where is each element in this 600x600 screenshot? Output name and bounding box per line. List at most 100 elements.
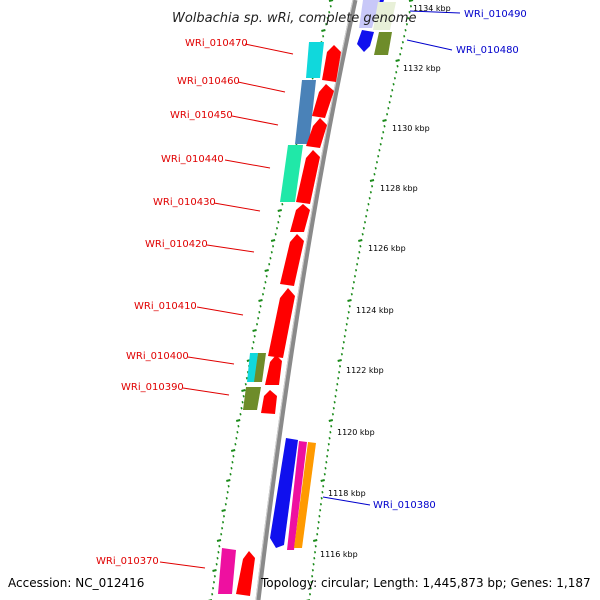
gene-feature[interactable]	[306, 42, 324, 78]
tick-mark	[369, 191, 372, 194]
genome-backbone-highlight	[255, 0, 354, 600]
gene-label[interactable]: WRi_010430	[153, 197, 216, 208]
gene-feature[interactable]	[254, 353, 266, 382]
gene-label[interactable]: WRi_010380	[373, 500, 436, 511]
tick-mark	[382, 119, 387, 122]
gene-feature[interactable]	[287, 441, 307, 550]
tick-mark	[385, 113, 389, 116]
tick-mark	[221, 509, 226, 512]
tick-mark	[234, 443, 237, 446]
tick-mark	[350, 293, 353, 296]
gene-feature[interactable]	[294, 442, 316, 548]
gene-feature[interactable]	[265, 355, 282, 385]
tick-mark	[220, 533, 223, 536]
tick-mark	[366, 209, 369, 212]
tick-mark	[391, 89, 394, 92]
gene-feature[interactable]	[261, 390, 277, 414]
gene-label[interactable]: WRi_010450	[170, 110, 233, 121]
tick-mark	[295, 143, 298, 146]
gene-feature[interactable]	[374, 32, 392, 55]
gene-label[interactable]: WRi_010420	[145, 239, 208, 250]
tick-mark	[230, 467, 233, 470]
tick-mark	[226, 479, 231, 482]
tick-mark	[401, 41, 404, 44]
gene-feature[interactable]	[268, 288, 295, 358]
gene-feature[interactable]	[359, 0, 380, 28]
tick-mark	[342, 341, 345, 344]
gene-feature[interactable]	[373, 2, 396, 30]
tick-mark	[370, 185, 374, 188]
tick-mark	[274, 233, 277, 236]
tick-mark	[268, 263, 271, 266]
gene-feature[interactable]	[295, 80, 316, 144]
gene-label[interactable]: WRi_010410	[134, 301, 197, 312]
gene-feature[interactable]	[280, 234, 304, 286]
tick-mark	[336, 383, 339, 386]
tick-mark	[213, 575, 216, 578]
tick-mark	[317, 521, 320, 524]
gene-label[interactable]: WRi_010440	[161, 154, 224, 165]
tick-mark	[231, 461, 234, 464]
tick-mark	[270, 239, 276, 242]
tick-mark	[271, 245, 275, 248]
tick-mark	[351, 287, 354, 290]
gene-label[interactable]: WRi_010460	[177, 76, 240, 87]
tick-mark	[212, 569, 217, 572]
gene-feature[interactable]	[218, 548, 236, 594]
gene-label[interactable]: WRi_010370	[96, 556, 159, 567]
gene-feature[interactable]	[270, 438, 298, 548]
tick-mark	[333, 401, 336, 404]
tick-mark	[221, 521, 225, 524]
gene-feature[interactable]	[243, 387, 261, 410]
gene-feature[interactable]	[280, 145, 303, 202]
tick-mark	[316, 533, 319, 536]
tick-mark	[278, 215, 281, 218]
tick-mark	[367, 203, 370, 206]
tick-mark	[318, 515, 321, 518]
tick-mark	[345, 323, 348, 326]
gene-feature[interactable]	[312, 84, 334, 118]
kbp-label: 1116 kbp	[320, 550, 358, 559]
tick-mark	[221, 527, 224, 530]
gene-label[interactable]: WRi_010480	[456, 45, 519, 56]
tick-mark	[358, 239, 363, 242]
gene-label[interactable]: WRi_010400	[126, 351, 189, 362]
tick-mark	[281, 203, 284, 206]
tick-mark	[270, 251, 273, 254]
tick-mark	[396, 65, 399, 68]
tick-mark	[212, 581, 216, 584]
kbp-label: 1120 kbp	[337, 428, 375, 437]
kbp-label: 1132 kbp	[403, 64, 441, 73]
tick-mark	[347, 299, 352, 302]
tick-mark	[235, 419, 241, 422]
tick-mark	[378, 149, 381, 152]
gene-feature[interactable]	[357, 30, 374, 52]
gene-feature[interactable]	[290, 204, 310, 232]
gene-feature[interactable]	[236, 551, 255, 596]
tick-mark	[321, 491, 324, 494]
tick-mark	[237, 425, 240, 428]
gene-feature[interactable]	[322, 45, 341, 82]
tick-mark	[215, 563, 218, 566]
tick-mark	[328, 0, 334, 2]
gene-label[interactable]: WRi_010490	[464, 9, 527, 20]
tick-mark	[380, 137, 384, 140]
gene-label[interactable]: WRi_010470	[185, 38, 248, 49]
tick-mark	[348, 305, 351, 308]
tick-mark	[313, 551, 317, 554]
gene-label[interactable]: WRi_010390	[121, 382, 184, 393]
tick-mark	[382, 131, 385, 134]
leader-lines-left	[159, 43, 294, 569]
tick-mark	[334, 395, 337, 398]
tick-mark	[395, 59, 400, 62]
gene-feature[interactable]	[306, 118, 327, 148]
tick-mark	[265, 275, 268, 278]
tick-mark	[344, 329, 347, 332]
tick-mark	[326, 17, 329, 20]
tick-mark	[240, 407, 243, 410]
tick-mark	[319, 503, 322, 506]
gene-feature[interactable]	[296, 150, 320, 204]
tick-mark	[403, 35, 406, 38]
tick-mark	[327, 443, 330, 446]
